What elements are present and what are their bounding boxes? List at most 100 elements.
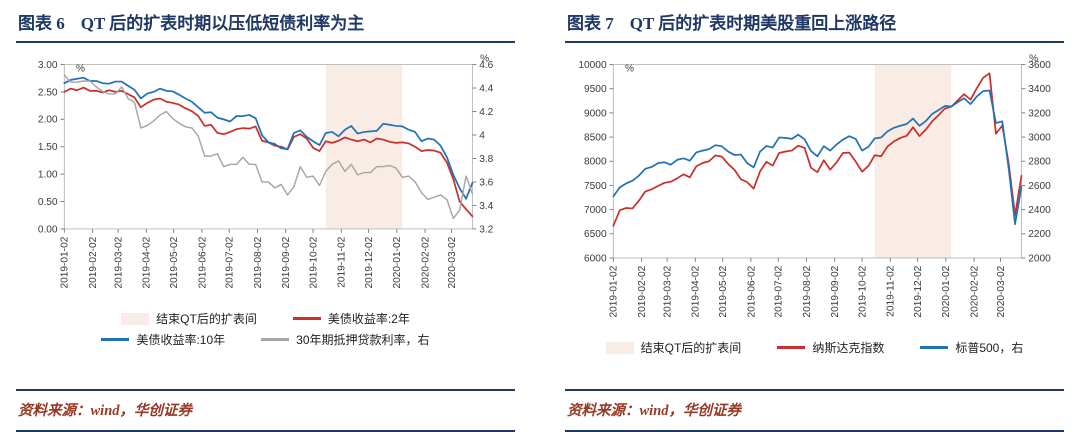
series-line-1	[63, 76, 474, 200]
series-line-0	[612, 72, 1023, 227]
svg-text:0.00: 0.00	[38, 224, 58, 235]
line-swatch	[777, 346, 806, 350]
line-swatch	[920, 346, 949, 350]
line-swatch	[101, 338, 130, 342]
svg-text:4: 4	[479, 130, 485, 141]
svg-text:9000: 9000	[584, 108, 607, 119]
svg-text:9500: 9500	[584, 84, 607, 95]
svg-text:2019-12-02: 2019-12-02	[364, 236, 375, 288]
expansion-band	[874, 64, 952, 258]
legend-label: 标普500，右	[955, 341, 1024, 356]
svg-text:2020-02-02: 2020-02-02	[420, 236, 431, 288]
legend-label: 结束QT后的扩表间	[640, 341, 742, 356]
left-axis-unit: %	[625, 63, 634, 74]
svg-text:1.00: 1.00	[38, 170, 58, 181]
svg-text:2020-01-02: 2020-01-02	[941, 265, 952, 317]
legend-series-0: 美债收益率:2年	[292, 310, 410, 327]
svg-text:2020-01-02: 2020-01-02	[392, 236, 403, 288]
svg-text:2600: 2600	[1028, 181, 1051, 192]
figure-6-legend: 结束QT后的扩表间 美债收益率:2年美债收益率:10年 30年期抵押贷款利率，右	[16, 306, 515, 352]
svg-text:2019-03-02: 2019-03-02	[113, 236, 124, 288]
figure-6-title: QT 后的扩表时期以压低短债利率为主	[80, 14, 365, 33]
line-chart: 0.00 0.50 1.00 1.50 2.00 2.50 3.00 3.2 3.4 3.6 3.8…	[38, 54, 494, 289]
svg-text:8500: 8500	[584, 132, 607, 143]
svg-text:2.50: 2.50	[38, 87, 58, 98]
svg-text:2019-04-02: 2019-04-02	[691, 265, 702, 317]
svg-text:2.00: 2.00	[38, 115, 58, 126]
legend-band: 结束QT后的扩表间	[605, 339, 742, 356]
legend-label: 纳斯达克指数	[812, 341, 885, 356]
left-axis-unit: %	[76, 63, 85, 74]
svg-text:3200: 3200	[1028, 108, 1051, 119]
legend-row: 结束QT后的扩表间 美债收益率:2年	[16, 310, 515, 327]
legend-series-1: 标普500，右	[920, 339, 1023, 356]
svg-text:1.50: 1.50	[38, 142, 58, 153]
figure-7-body: 6000 6500 7000 7500 8000 8500 9000 9500 10000 200…	[565, 43, 1064, 387]
svg-text:0.50: 0.50	[38, 197, 58, 208]
svg-text:3.8: 3.8	[479, 154, 493, 165]
figure-6-source-note: 资料来源：wind，华创证券	[16, 389, 515, 432]
legend-row: 结束QT后的扩表间 纳斯达克指数 标普500，右	[565, 339, 1064, 356]
svg-text:2020-02-02: 2020-02-02	[969, 265, 980, 317]
svg-text:2019-07-02: 2019-07-02	[225, 236, 236, 288]
svg-text:2019-11-02: 2019-11-02	[886, 265, 897, 316]
svg-text:3600: 3600	[1028, 60, 1051, 71]
line-chart: 6000 6500 7000 7500 8000 8500 9000 9500 10000 200…	[578, 54, 1051, 318]
svg-text:3000: 3000	[1028, 132, 1051, 143]
legend-series-0: 纳斯达克指数	[777, 339, 884, 356]
svg-text:4.4: 4.4	[479, 83, 493, 94]
svg-text:2000: 2000	[1028, 253, 1051, 264]
series-line-2	[63, 74, 474, 220]
svg-text:2019-02-02: 2019-02-02	[88, 236, 99, 288]
figure-7-source-note: 资料来源：wind，华创证券	[565, 389, 1064, 432]
right-axis-unit: %	[480, 54, 489, 65]
figure-7: 图表 7 QT 后的扩表时期美股重回上涨路径 6000 6500 7000 7500 80…	[565, 0, 1064, 432]
svg-text:2020-03-02: 2020-03-02	[996, 265, 1007, 317]
right-axis-unit: %	[1029, 54, 1038, 65]
series-line-1	[612, 89, 1023, 225]
svg-text:10000: 10000	[578, 60, 607, 71]
line-swatch	[292, 317, 321, 321]
series-line-0	[63, 86, 474, 218]
legend-label: 美债收益率:2年	[327, 312, 410, 327]
band-swatch	[121, 312, 150, 325]
legend-label: 30年期抵押贷款利率，右	[296, 333, 430, 348]
figure-6-body: 0.00 0.50 1.00 1.50 2.00 2.50 3.00 3.2 3.4 3.6 3.8…	[16, 43, 515, 387]
svg-text:2200: 2200	[1028, 229, 1051, 240]
svg-text:4.2: 4.2	[479, 107, 493, 118]
svg-text:2019-07-02: 2019-07-02	[774, 265, 785, 317]
legend-label: 结束QT后的扩表间	[156, 312, 257, 327]
left-axis: 0.00 0.50 1.00 1.50 2.00 2.50 3.00	[38, 60, 65, 235]
svg-text:3.2: 3.2	[479, 224, 493, 235]
svg-text:3.4: 3.4	[479, 201, 493, 212]
svg-text:2019-09-02: 2019-09-02	[281, 236, 292, 288]
line-swatch	[261, 338, 290, 342]
svg-text:2019-10-02: 2019-10-02	[857, 265, 868, 317]
svg-text:3.6: 3.6	[479, 177, 493, 188]
svg-text:6500: 6500	[584, 229, 607, 240]
band-swatch	[605, 341, 634, 354]
legend-row: 美债收益率:10年 30年期抵押贷款利率，右	[16, 331, 515, 348]
svg-text:7000: 7000	[584, 205, 607, 216]
legend-label: 美债收益率:10年	[136, 333, 226, 348]
plot-frame	[63, 64, 473, 230]
svg-text:2019-09-02: 2019-09-02	[830, 265, 841, 317]
left-axis: 6000 6500 7000 7500 8000 8500 9000 9500 10000	[578, 60, 614, 264]
svg-text:2400: 2400	[1028, 205, 1051, 216]
figure-7-legend: 结束QT后的扩表间 纳斯达克指数 标普500，右	[565, 335, 1064, 360]
figure-7-title: QT 后的扩表时期美股重回上涨路径	[629, 14, 897, 33]
svg-text:2019-08-02: 2019-08-02	[253, 236, 264, 288]
svg-text:2800: 2800	[1028, 157, 1051, 168]
right-axis: 2000 2200 2400 2600 2800 3000 3200 3400 3600	[1021, 60, 1051, 264]
figure-7-label: 图表 7	[567, 14, 614, 33]
right-axis: 3.2 3.4 3.6 3.8 4 4.2 4.4 4.6	[472, 60, 494, 235]
svg-text:2019-12-02: 2019-12-02	[913, 265, 924, 317]
legend-band: 结束QT后的扩表间	[121, 310, 257, 327]
svg-text:4.6: 4.6	[479, 60, 493, 71]
svg-text:2019-05-02: 2019-05-02	[718, 265, 729, 317]
svg-text:2019-02-02: 2019-02-02	[637, 265, 648, 317]
svg-text:2019-06-02: 2019-06-02	[197, 236, 208, 288]
legend-series-1: 美债收益率:10年	[101, 331, 225, 348]
figure-6: 图表 6 QT 后的扩表时期以压低短债利率为主 0.00 0.50 1.00 1.50 2…	[16, 0, 515, 432]
